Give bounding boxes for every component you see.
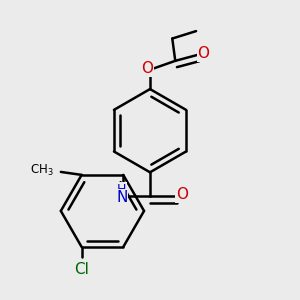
Text: N: N [116,190,128,205]
Text: H: H [117,183,127,196]
Text: Cl: Cl [74,262,89,277]
Text: O: O [141,61,153,76]
Text: O: O [197,46,209,61]
Text: O: O [176,187,188,202]
Text: CH$_3$: CH$_3$ [30,163,53,178]
